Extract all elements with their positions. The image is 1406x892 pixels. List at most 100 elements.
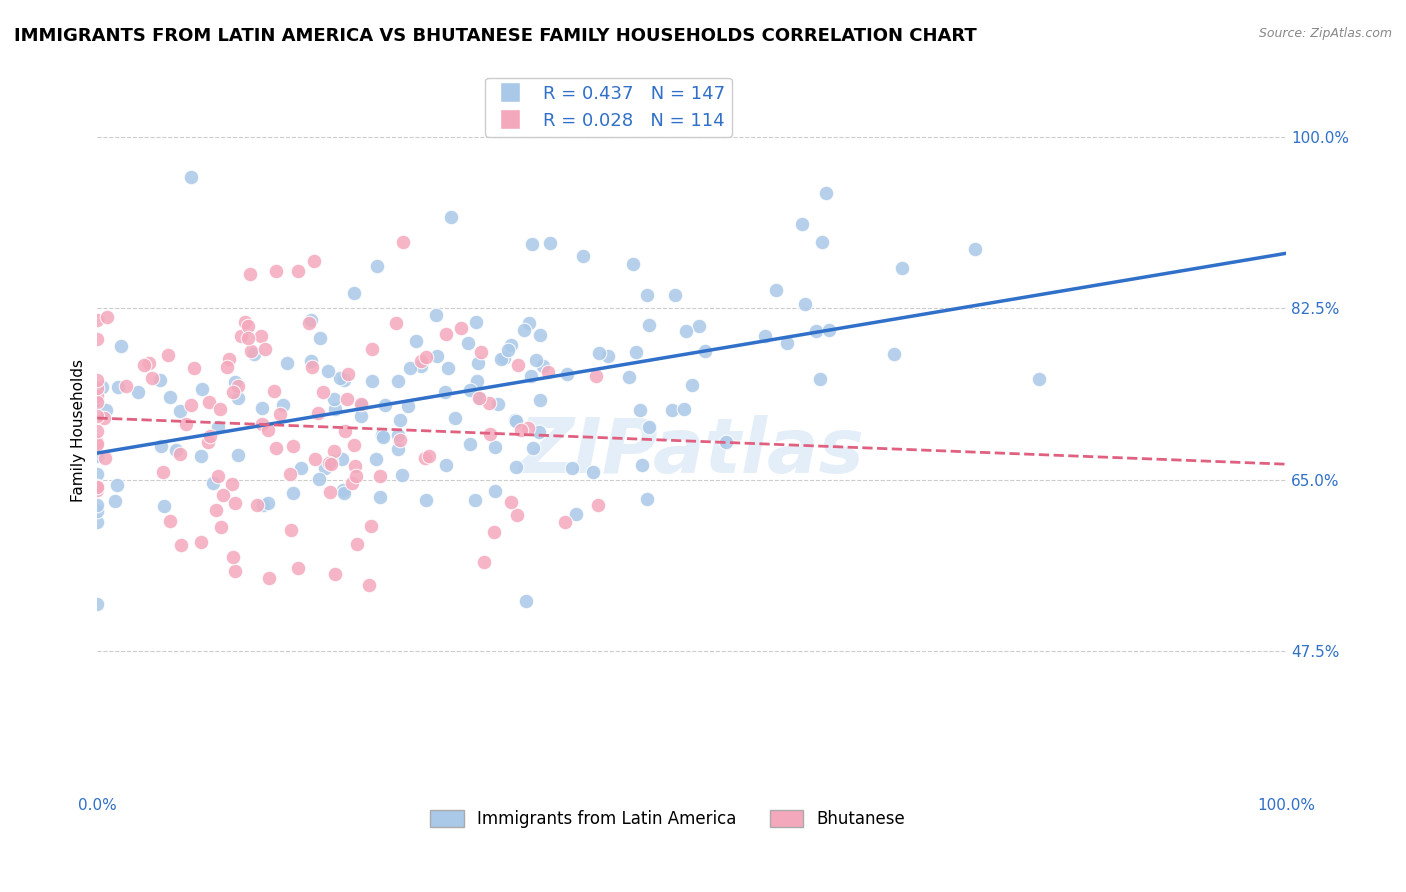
Point [482, 525, 505, 540]
Point [170, 538, 193, 552]
Point [86, 498, 108, 512]
Point [243, 347, 266, 361]
Point [264, 263, 287, 277]
Point [392, 235, 415, 250]
Point [221, 477, 243, 491]
Point [127, 384, 149, 399]
Point [366, 259, 388, 273]
Point [520, 368, 543, 383]
Point [434, 458, 457, 472]
Point [470, 391, 492, 405]
Point [287, 264, 309, 278]
Point [224, 564, 246, 578]
Point [183, 361, 205, 376]
Point [314, 460, 336, 475]
Point [387, 442, 409, 456]
Point [246, 498, 269, 512]
Point [278, 467, 301, 481]
Point [287, 561, 309, 575]
Point [86, 409, 108, 423]
Point [253, 342, 276, 356]
Point [464, 493, 486, 508]
Point [290, 461, 312, 475]
Point [152, 465, 174, 479]
Point [537, 365, 560, 379]
Point [522, 441, 544, 455]
Point [364, 452, 387, 467]
Point [180, 170, 202, 185]
Point [132, 358, 155, 372]
Point [200, 429, 222, 443]
Point [333, 373, 356, 387]
Point [263, 384, 285, 398]
Point [190, 534, 212, 549]
Point [457, 336, 479, 351]
Point [596, 349, 619, 363]
Point [239, 267, 262, 281]
Point [298, 316, 321, 330]
Point [86, 395, 108, 409]
Point [503, 413, 526, 427]
Point [470, 344, 492, 359]
Point [486, 397, 509, 411]
Point [883, 347, 905, 361]
Point [561, 460, 583, 475]
Point [93, 410, 115, 425]
Point [554, 516, 576, 530]
Point [588, 346, 610, 360]
Point [344, 469, 367, 483]
Point [371, 428, 394, 442]
Point [86, 373, 108, 387]
Point [636, 492, 658, 507]
Point [222, 549, 245, 564]
Point [572, 249, 595, 263]
Point [169, 403, 191, 417]
Point [236, 319, 259, 334]
Point [176, 417, 198, 431]
Point [484, 483, 506, 498]
Point [621, 257, 644, 271]
Point [86, 389, 108, 403]
Point [343, 438, 366, 452]
Point [86, 504, 108, 518]
Point [458, 437, 481, 451]
Point [107, 478, 129, 492]
Point [104, 493, 127, 508]
Point [86, 482, 108, 496]
Point [361, 342, 384, 356]
Point [619, 370, 641, 384]
Point [86, 424, 108, 438]
Point [479, 426, 502, 441]
Point [212, 488, 235, 502]
Point [520, 237, 543, 252]
Point [509, 423, 531, 437]
Point [329, 371, 352, 385]
Point [226, 391, 249, 405]
Point [506, 508, 529, 522]
Point [236, 331, 259, 345]
Point [169, 447, 191, 461]
Point [501, 494, 523, 508]
Point [765, 283, 787, 297]
Point [529, 393, 551, 408]
Point [190, 449, 212, 463]
Point [513, 323, 536, 337]
Point [218, 351, 240, 366]
Point [321, 457, 343, 471]
Point [323, 402, 346, 417]
Point [515, 593, 537, 607]
Text: Source: ZipAtlas.com: Source: ZipAtlas.com [1258, 27, 1392, 40]
Point [165, 443, 187, 458]
Point [468, 391, 491, 405]
Point [209, 520, 232, 534]
Point [695, 343, 717, 358]
Point [159, 390, 181, 404]
Point [86, 435, 108, 450]
Point [86, 437, 108, 451]
Point [492, 351, 515, 365]
Point [256, 496, 278, 510]
Point [661, 403, 683, 417]
Point [472, 555, 495, 569]
Point [308, 472, 330, 486]
Point [688, 319, 710, 334]
